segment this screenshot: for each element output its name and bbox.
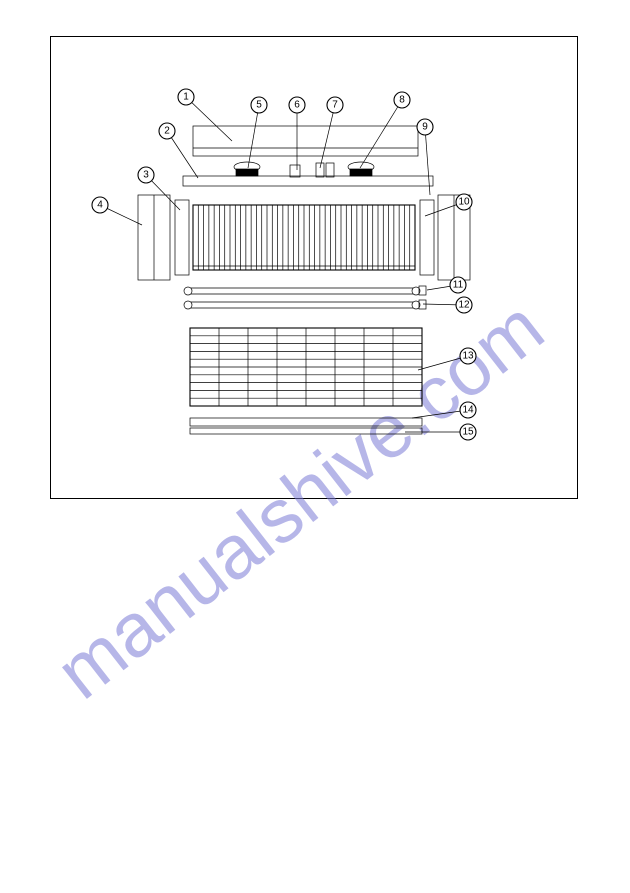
svg-text:11: 11: [453, 280, 464, 291]
svg-text:10: 10: [458, 197, 470, 208]
svg-text:3: 3: [143, 170, 149, 181]
svg-text:2: 2: [164, 126, 170, 137]
svg-text:15: 15: [462, 427, 474, 438]
svg-text:14: 14: [462, 405, 474, 416]
svg-text:6: 6: [294, 100, 300, 111]
svg-text:7: 7: [332, 100, 338, 111]
svg-text:1: 1: [183, 92, 189, 103]
diagram-svg: 123456789101112131415: [0, 0, 630, 893]
svg-text:8: 8: [399, 95, 405, 106]
page: manualshive.com 123456789101112131415: [0, 0, 630, 893]
svg-text:5: 5: [256, 100, 262, 111]
svg-text:12: 12: [458, 300, 470, 311]
svg-text:4: 4: [97, 200, 103, 211]
svg-text:13: 13: [462, 351, 474, 362]
svg-text:9: 9: [422, 122, 428, 133]
